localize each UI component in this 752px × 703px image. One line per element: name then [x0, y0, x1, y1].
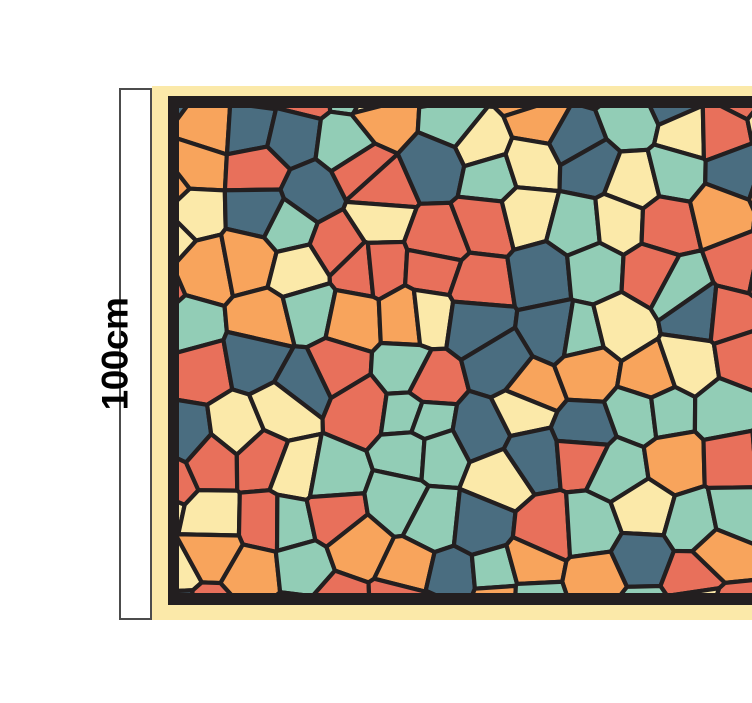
- mosaic-cell: [447, 250, 517, 309]
- dimension-bracket-vertical: [119, 88, 152, 620]
- mosaic-cell: [366, 576, 427, 593]
- mosaic-cell: [312, 568, 372, 593]
- mosaic-cell: [715, 578, 752, 593]
- mosaic-cell: [190, 580, 233, 593]
- mosaic-cell: [503, 135, 563, 194]
- mosaic-cell: [423, 543, 477, 593]
- mosaic-cell: [672, 586, 722, 593]
- mosaic-pattern-svg: [179, 108, 752, 593]
- rug-mosaic-field: [179, 108, 752, 593]
- rug-outer-border: [152, 86, 752, 620]
- mosaic-cell: [619, 583, 668, 593]
- mosaic-cell: [745, 110, 752, 146]
- mosaic-cell: [236, 488, 280, 554]
- mosaic-cell: [701, 428, 752, 491]
- mosaic-cell: [421, 588, 436, 593]
- mosaic-cell: [179, 186, 228, 243]
- mosaic-cell: [275, 590, 304, 593]
- mosaic-cell: [470, 583, 518, 593]
- mosaic-cell: [513, 579, 569, 593]
- rug-dark-frame: [168, 96, 752, 605]
